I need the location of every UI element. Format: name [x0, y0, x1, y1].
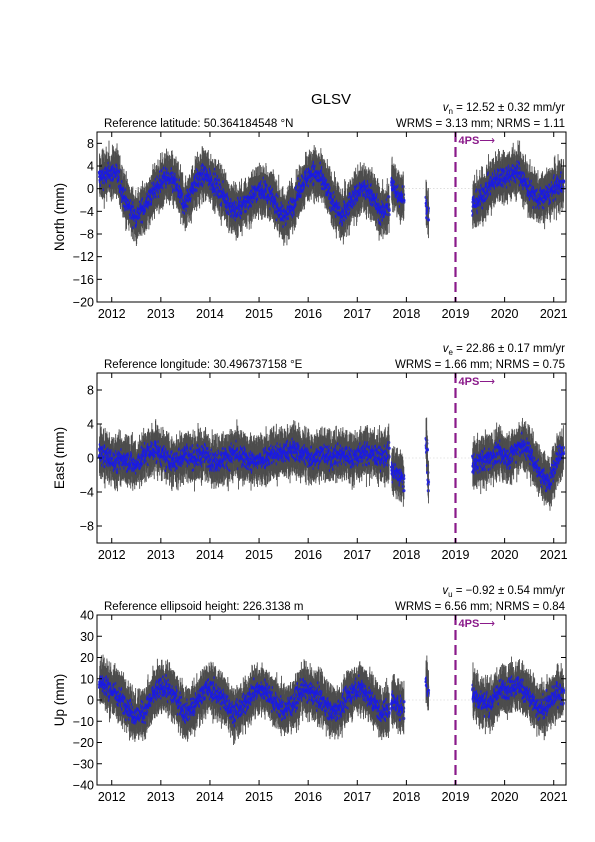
rate-value: = 12.52 ± 0.32 mm/yr: [453, 102, 565, 114]
rate-label: vn = 12.52 ± 0.32 mm/yr: [443, 102, 565, 116]
figure-title: GLSV: [311, 91, 351, 108]
series-segment-0: [98, 141, 391, 246]
data-point: [388, 209, 391, 212]
panels-group: Reference latitude: 50.364184548 °N vn = …: [52, 102, 568, 804]
reference-label: Reference latitude: 50.364184548 °N: [104, 118, 293, 130]
series-segment-1: [390, 157, 405, 225]
series-segment-3: [471, 140, 565, 229]
panel-north: Reference latitude: 50.364184548 °N vn = …: [52, 102, 568, 321]
data-layer: [98, 140, 565, 246]
data-point: [427, 218, 430, 221]
data-point: [402, 199, 405, 202]
stats-label: WRMS = 3.13 mm; NRMS = 1.11: [396, 118, 565, 130]
y-axis-label: North (mm): [52, 183, 67, 251]
series-segment-2: [424, 180, 430, 238]
